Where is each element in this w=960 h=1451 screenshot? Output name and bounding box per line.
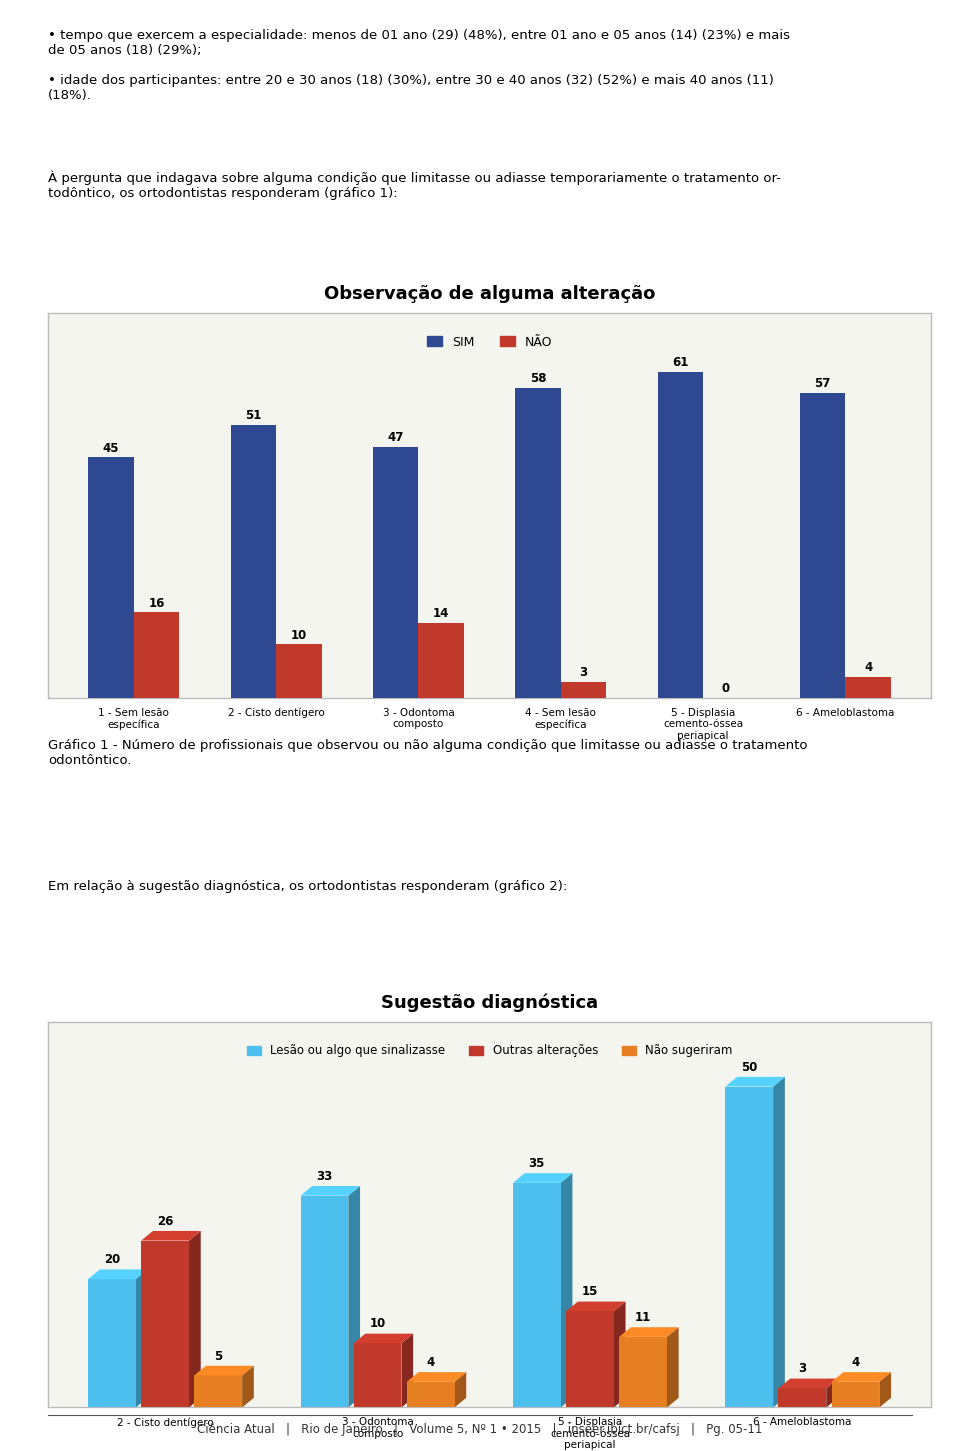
Text: 4: 4 (852, 1355, 859, 1368)
Text: 10: 10 (370, 1318, 386, 1331)
Polygon shape (401, 1333, 413, 1407)
Bar (419, 622, 464, 698)
Bar (779, 1389, 827, 1407)
Bar (88, 1280, 136, 1407)
Bar (276, 644, 322, 698)
Polygon shape (827, 1378, 838, 1407)
Bar (133, 612, 180, 698)
Text: Em relação à sugestão diagnóstica, os ortodontistas responderam (gráfico 2):: Em relação à sugestão diagnóstica, os or… (48, 881, 567, 894)
Text: À pergunta que indagava sobre alguma condição que limitasse ou adiasse temporari: À pergunta que indagava sobre alguma con… (48, 171, 780, 200)
Text: 61: 61 (672, 355, 688, 369)
Polygon shape (566, 1302, 626, 1312)
Text: 10: 10 (291, 628, 307, 641)
Bar (141, 1241, 189, 1407)
Text: 0: 0 (722, 682, 730, 695)
Text: 16: 16 (148, 596, 165, 609)
Text: Gráfico 1 - Número de profissionais que observou ou não alguma condição que limi: Gráfico 1 - Número de profissionais que … (48, 739, 807, 766)
Bar (800, 393, 846, 698)
Bar (561, 682, 607, 698)
Polygon shape (141, 1230, 201, 1241)
Title: Sugestão diagnóstica: Sugestão diagnóstica (381, 994, 598, 1013)
Bar (88, 457, 133, 698)
Bar (658, 371, 703, 698)
Text: 45: 45 (103, 441, 119, 454)
Bar (831, 1381, 879, 1407)
Text: 57: 57 (814, 377, 831, 390)
Text: 50: 50 (741, 1061, 757, 1074)
Bar (846, 676, 891, 698)
Polygon shape (300, 1185, 360, 1196)
Text: 35: 35 (529, 1156, 545, 1170)
Polygon shape (136, 1270, 148, 1407)
Bar (372, 447, 419, 698)
Bar (513, 1183, 561, 1407)
Polygon shape (613, 1302, 626, 1407)
Text: • tempo que exercem a especialidade: menos de 01 ano (29) (48%), entre 01 ano e : • tempo que exercem a especialidade: men… (48, 29, 790, 102)
Text: 3: 3 (580, 666, 588, 679)
Polygon shape (619, 1328, 679, 1336)
Legend: SIM, NÃO: SIM, NÃO (422, 331, 557, 354)
Polygon shape (242, 1365, 253, 1407)
Text: 47: 47 (388, 431, 404, 444)
Text: 51: 51 (245, 409, 261, 422)
Polygon shape (513, 1174, 572, 1183)
Text: 3: 3 (799, 1362, 806, 1376)
Text: 33: 33 (317, 1170, 332, 1183)
Bar (516, 387, 561, 698)
Polygon shape (348, 1185, 360, 1407)
Text: 58: 58 (530, 371, 546, 385)
Polygon shape (353, 1333, 413, 1344)
Text: 15: 15 (582, 1286, 598, 1299)
Bar (194, 1376, 242, 1407)
Bar (300, 1196, 348, 1407)
Text: 11: 11 (635, 1312, 651, 1323)
Title: Observação de alguma alteração: Observação de alguma alteração (324, 284, 656, 303)
Text: 26: 26 (156, 1214, 174, 1228)
Polygon shape (407, 1373, 467, 1381)
Polygon shape (831, 1373, 891, 1381)
Polygon shape (454, 1373, 467, 1407)
Legend: Lesão ou algo que sinalizasse, Outras alterações, Não sugeriram: Lesão ou algo que sinalizasse, Outras al… (242, 1040, 737, 1062)
Polygon shape (667, 1328, 679, 1407)
Polygon shape (189, 1230, 201, 1407)
Polygon shape (773, 1077, 785, 1407)
Bar (726, 1087, 773, 1407)
Bar (566, 1312, 613, 1407)
Bar (353, 1344, 401, 1407)
Bar (619, 1336, 667, 1407)
Polygon shape (194, 1365, 253, 1376)
Polygon shape (726, 1077, 785, 1087)
Polygon shape (88, 1270, 148, 1280)
Text: 4: 4 (426, 1355, 435, 1368)
Polygon shape (561, 1174, 572, 1407)
Text: 4: 4 (864, 660, 873, 673)
Polygon shape (779, 1378, 838, 1389)
Bar (407, 1381, 454, 1407)
Polygon shape (879, 1373, 891, 1407)
Text: 20: 20 (104, 1254, 120, 1267)
Text: Ciência Atual   |   Rio de Janeiro   |   Volume 5, Nº 1 • 2015   |   inseer.ibic: Ciência Atual | Rio de Janeiro | Volume … (198, 1423, 762, 1436)
Text: 5: 5 (214, 1349, 223, 1362)
Bar (230, 425, 276, 698)
Text: 14: 14 (433, 608, 449, 621)
